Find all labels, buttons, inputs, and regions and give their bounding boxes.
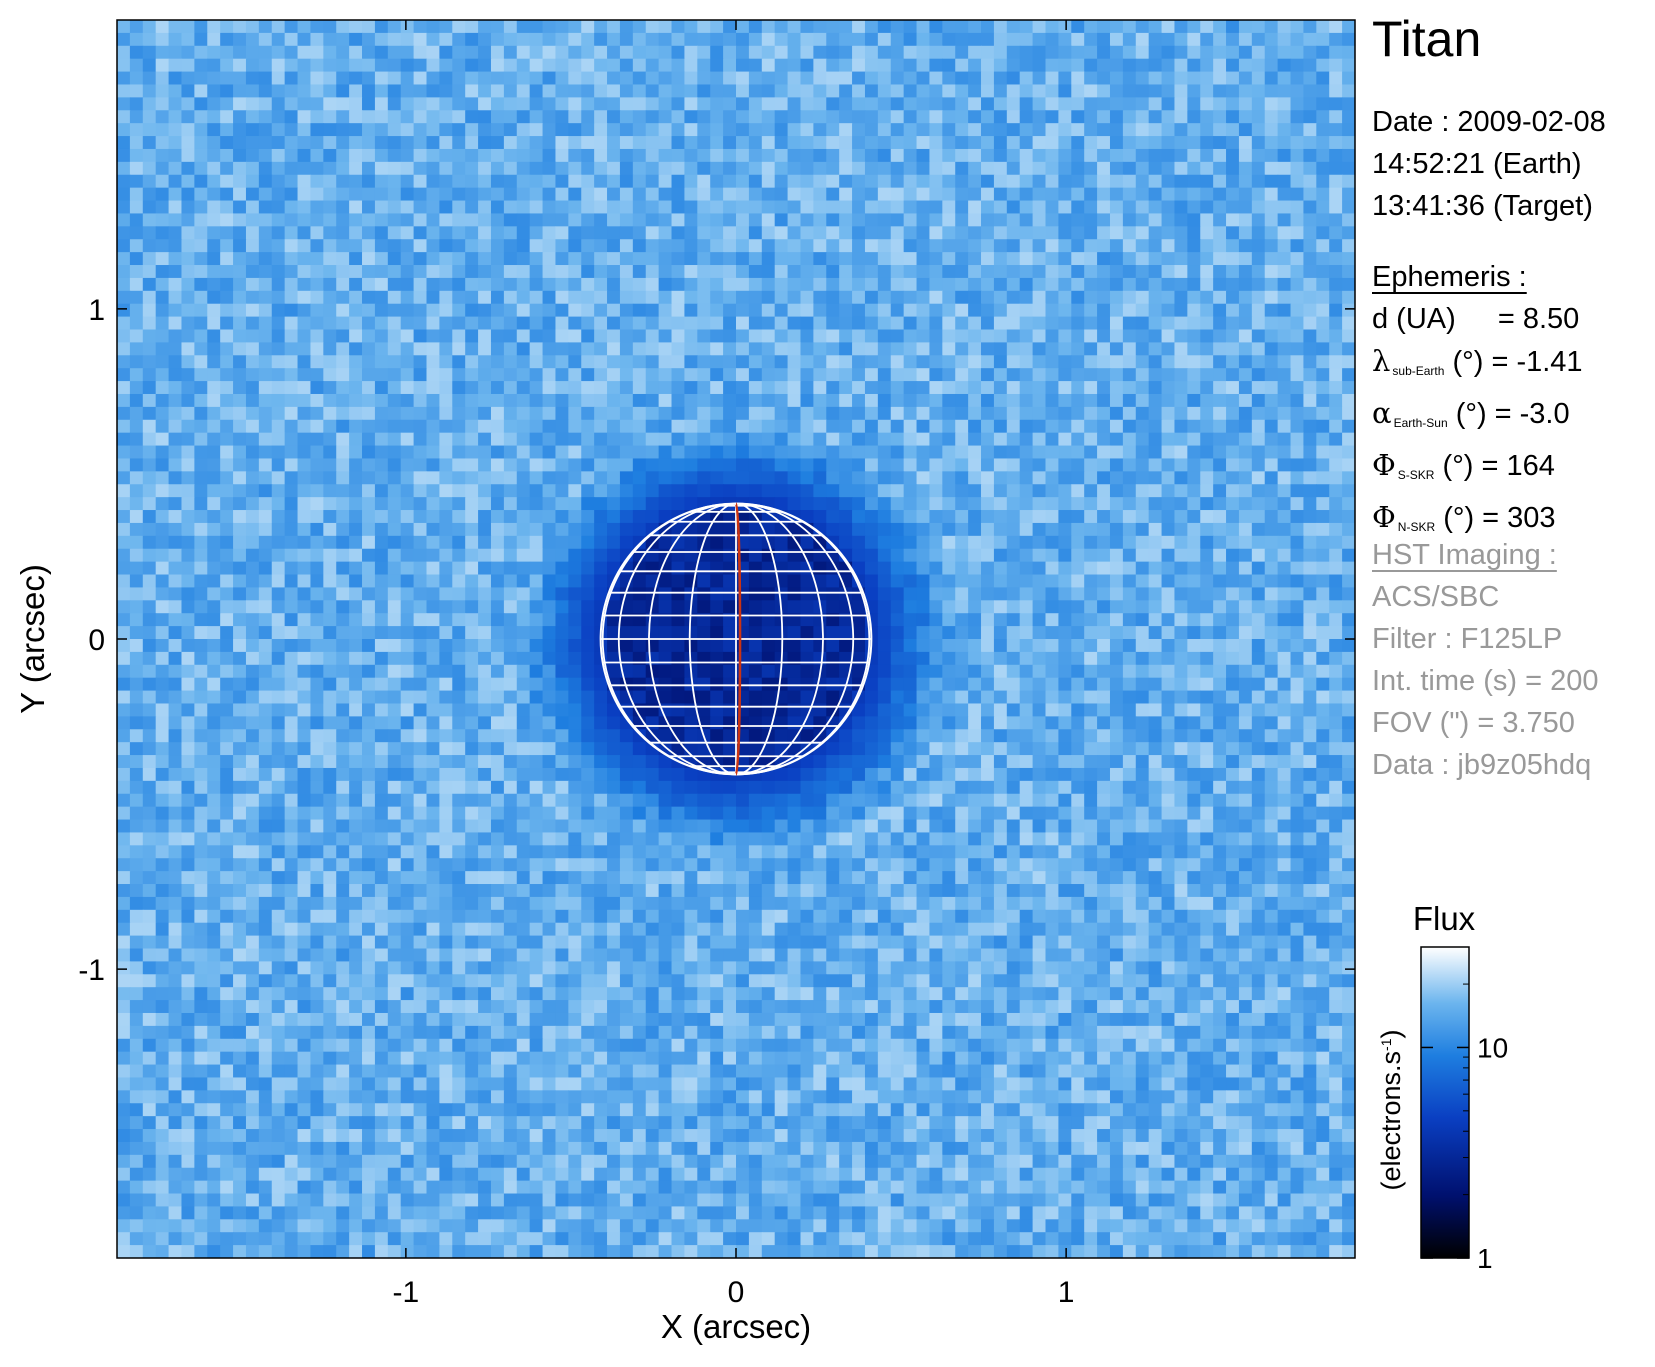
x-tick-label: 1 — [1058, 1276, 1075, 1309]
phi-s-value: (°) = 164 — [1442, 450, 1555, 482]
ephemeris-block: Ephemeris : d (UA) = 8.50 λ sub-Earth (°)… — [1372, 256, 1583, 548]
colorbar-unit-label: (electrons.s-1) — [1376, 1029, 1406, 1190]
data-id: Data : jb9z05hdq — [1372, 749, 1592, 781]
hst-heading: HST Imaging : — [1372, 539, 1557, 571]
alpha-value: (°) = -3.0 — [1455, 398, 1570, 430]
phi-s-row: Φ S-SKR (°) = 164 — [1372, 444, 1583, 496]
distance-row: d (UA) = 8.50 — [1372, 298, 1583, 340]
alpha-symbol: α — [1372, 396, 1392, 430]
integration-time: Int. time (s) = 200 — [1372, 665, 1599, 697]
distance-label: d (UA) — [1372, 303, 1456, 335]
instrument: ACS/SBC — [1372, 581, 1500, 613]
flux-image — [117, 20, 1355, 1258]
colorbar-tick-label: 1 — [1477, 1243, 1493, 1274]
ephemeris-heading: Ephemeris : — [1372, 261, 1527, 293]
phi-n-value: (°) = 303 — [1443, 502, 1556, 534]
colorbar-gradient — [1420, 946, 1470, 1259]
y-tick-label: -1 — [78, 954, 105, 987]
lambda-subscript: sub-Earth — [1392, 364, 1445, 378]
y-tick-label: 1 — [88, 294, 105, 327]
filter: Filter : F125LP — [1372, 623, 1563, 655]
colorbar-ticks: 1 10 — [1421, 946, 1508, 1274]
phi-n-row: Φ N-SKR (°) = 303 — [1372, 496, 1583, 548]
lambda-row: λ sub-Earth (°) = -1.41 — [1372, 340, 1583, 392]
phi-n-subscript: N-SKR — [1397, 520, 1436, 534]
colorbar-title: Flux — [1413, 900, 1476, 937]
alpha-subscript: Earth-Sun — [1393, 416, 1448, 430]
y-axis-label: Y (arcsec) — [14, 564, 51, 714]
x-axis-label: X (arcsec) — [661, 1308, 811, 1345]
target-name: Titan — [1372, 11, 1482, 67]
colorbar-tick-label: 10 — [1477, 1032, 1508, 1063]
lambda-value: (°) = -1.41 — [1452, 346, 1583, 378]
alpha-row: α Earth-Sun (°) = -3.0 — [1372, 392, 1583, 444]
date-block: Date : 2009-02-08 14:52:21 (Earth) 13:41… — [1372, 101, 1606, 227]
lambda-symbol: λ — [1372, 344, 1391, 378]
colorbar: Flux 1 10 (electrons.s-1) — [1376, 900, 1508, 1274]
x-tick-label: -1 — [393, 1276, 420, 1309]
planet-grid — [599, 502, 873, 776]
phi-s-subscript: S-SKR — [1397, 468, 1435, 482]
earth-time: 14:52:21 (Earth) — [1372, 148, 1582, 180]
hst-imaging-block: HST Imaging : ACS/SBC Filter : F125LP In… — [1372, 534, 1598, 786]
phi-n-symbol: Φ — [1372, 500, 1396, 534]
phi-s-symbol: Φ — [1372, 448, 1396, 482]
date-line: Date : 2009-02-08 — [1372, 106, 1606, 138]
y-tick-label: 0 — [88, 624, 105, 657]
field-of-view: FOV (") = 3.750 — [1372, 707, 1575, 739]
x-tick-label: 0 — [728, 1276, 745, 1309]
axes: -1 0 1 1 0 -1 — [78, 20, 1355, 1309]
target-time: 13:41:36 (Target) — [1372, 190, 1593, 222]
distance-value: = 8.50 — [1497, 303, 1580, 335]
